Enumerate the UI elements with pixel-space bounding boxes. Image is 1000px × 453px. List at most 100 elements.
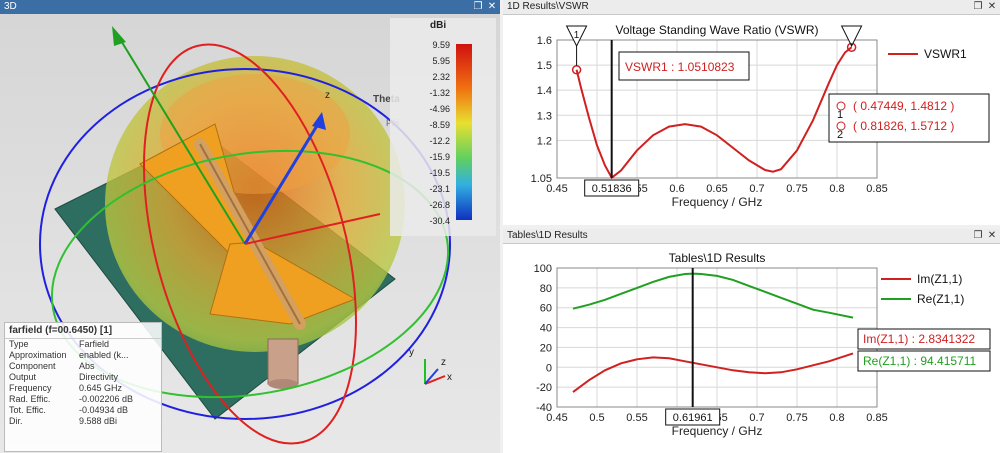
x-tick-label: 0.75 — [786, 412, 807, 424]
info-value: Abs — [79, 361, 95, 371]
info-value: Farfield — [79, 339, 110, 349]
cursor-label: 0.61961 — [673, 412, 713, 424]
x-tick-label: 0.8 — [829, 183, 844, 195]
y-tick-label: 1.6 — [537, 35, 552, 47]
vswr-pane[interactable]: 1D Results\VSWR ❐ ✕ Voltage Standing Wav… — [503, 0, 1000, 225]
x-tick-label: 0.6 — [669, 183, 684, 195]
colorbar-tick: -19.5 — [429, 168, 450, 178]
cursor-label-box — [584, 179, 640, 197]
marker-table-value: ( 0.47449, 1.4812 ) — [853, 99, 954, 113]
phi-ring — [39, 68, 451, 420]
colorbar-tick: -4.96 — [429, 104, 450, 114]
cursor-readout: VSWR1 : 1.0510823 — [625, 60, 735, 74]
z-axis-line — [243, 123, 320, 245]
farfield-info-heading: farfield (f=00.6450) [1] — [5, 323, 161, 339]
cursor-readout-box — [618, 51, 750, 81]
marker-table-icon — [836, 121, 846, 131]
marker-table-id: 2 — [837, 129, 843, 141]
restore-icon[interactable]: ❐ — [473, 1, 483, 12]
y-tick-label: 1.4 — [537, 85, 552, 97]
info-key: Rad. Effic. — [9, 394, 51, 404]
info-row: Dir. 9.588 dBi — [5, 416, 161, 427]
marker-table-id: 1 — [837, 109, 843, 121]
vswr-pane-title: 1D Results\VSWR — [503, 0, 1000, 15]
theta-ring — [143, 43, 357, 445]
triad-z — [424, 368, 439, 385]
colorbar-tick: -23.1 — [429, 184, 450, 194]
info-value: 9.588 dBi — [79, 416, 118, 426]
vswr-chart[interactable]: Voltage Standing Wave Ratio (VSWR) 0.45 0.… — [503, 14, 1000, 225]
marker-flag-icon — [840, 25, 863, 48]
y-tick-label: 1.5 — [537, 60, 552, 72]
info-value: Directivity — [79, 372, 119, 382]
info-key: Component — [9, 361, 56, 371]
info-row: Output Directivity — [5, 372, 161, 383]
cursor-label: 0.51836 — [592, 183, 632, 195]
y-tick-label: 60 — [540, 303, 552, 315]
legend-label: Im(Z1,1) — [917, 272, 962, 286]
readout-box — [857, 328, 991, 350]
series-line — [572, 272, 854, 319]
triad-z-label: z — [441, 357, 446, 368]
legend-label: Re(Z1,1) — [917, 292, 964, 306]
view3d-pane[interactable]: 3D ❐ ✕ — [0, 0, 500, 453]
restore-icon[interactable]: ❐ — [973, 230, 983, 241]
info-value: -0.04934 dB — [79, 405, 129, 415]
close-icon[interactable]: ✕ — [987, 1, 997, 12]
colorbar-tick: -12.2 — [429, 136, 450, 146]
colorbar-tick: -30.4 — [429, 216, 450, 226]
colorbar-legend: dBi 9.59 5.95 2.32 -1.32 -4.96 -8.59 -12.2 -15.… — [390, 18, 496, 236]
readout-text: Re(Z1,1) : 94.415711 — [863, 354, 977, 368]
y-axis-line — [119, 38, 246, 245]
tables-pane-title: Tables\1D Results — [503, 229, 1000, 244]
y-tick-label: -40 — [536, 402, 552, 414]
impedance-chart[interactable]: Tables\1D Results0.450.50.550.60.650.70.… — [503, 243, 1000, 453]
info-value: 0.645 GHz — [79, 383, 123, 393]
z-axis-arrow-icon — [312, 112, 326, 130]
series-line — [575, 46, 853, 180]
x-axis-label: Frequency / GHz — [672, 195, 763, 209]
marker-table-value: ( 0.81826, 1.5712 ) — [853, 119, 954, 133]
colorbar-tick: 5.95 — [432, 56, 450, 66]
y-tick-label: -20 — [536, 382, 552, 394]
x-tick-label: 0.45 — [546, 412, 567, 424]
coax-connector — [267, 338, 299, 385]
x-axis-label: Frequency / GHz — [672, 424, 763, 438]
x-axis-line — [244, 213, 381, 245]
triad-x — [424, 375, 446, 385]
info-key: Tot. Effic. — [9, 405, 46, 415]
colorbar-tick: -1.32 — [429, 88, 450, 98]
triad-x-label: x — [447, 372, 452, 383]
close-icon[interactable]: ✕ — [487, 1, 497, 12]
marker-flag-icon — [565, 25, 588, 48]
y-tick-label: 1.3 — [537, 110, 552, 122]
info-row: Approximation enabled (k... — [5, 350, 161, 361]
tables-pane[interactable]: Tables\1D Results ❐ ✕ Tables\1D Results 0… — [503, 229, 1000, 453]
y-tick-label: 80 — [540, 283, 552, 295]
triad-y-label: y — [409, 347, 414, 358]
coax-connector-base — [268, 379, 298, 389]
info-value: enabled (k... — [79, 350, 129, 360]
x-tick-label: 0.7 — [749, 412, 764, 424]
marker-table-icon — [836, 101, 846, 111]
x-tick-label: 0.85 — [866, 183, 887, 195]
info-row: Component Abs — [5, 361, 161, 372]
y-tick-label: 1.05 — [531, 173, 552, 185]
info-key: Output — [9, 372, 37, 382]
x-tick-label: 0.75 — [786, 183, 807, 195]
close-icon[interactable]: ✕ — [987, 230, 997, 241]
colorbar-tick: -26.8 — [429, 200, 450, 210]
legend-label: VSWR1 — [924, 47, 967, 61]
chart-title: Tables\1D Results — [669, 251, 766, 265]
restore-icon[interactable]: ❐ — [973, 1, 983, 12]
x-tick-label: 0.5 — [589, 412, 604, 424]
readout-box — [857, 350, 991, 372]
y-tick-label: 100 — [534, 263, 552, 275]
theta-label: Theta — [373, 94, 400, 105]
colorbar-unit: dBi — [430, 20, 447, 31]
readout-text: Im(Z1,1) : 2.8341322 — [863, 332, 975, 346]
info-key: Type — [9, 339, 29, 349]
x-tick-label: 0.8 — [829, 412, 844, 424]
marker-table-box — [828, 93, 990, 143]
x-tick-label: 0.65 — [706, 183, 727, 195]
